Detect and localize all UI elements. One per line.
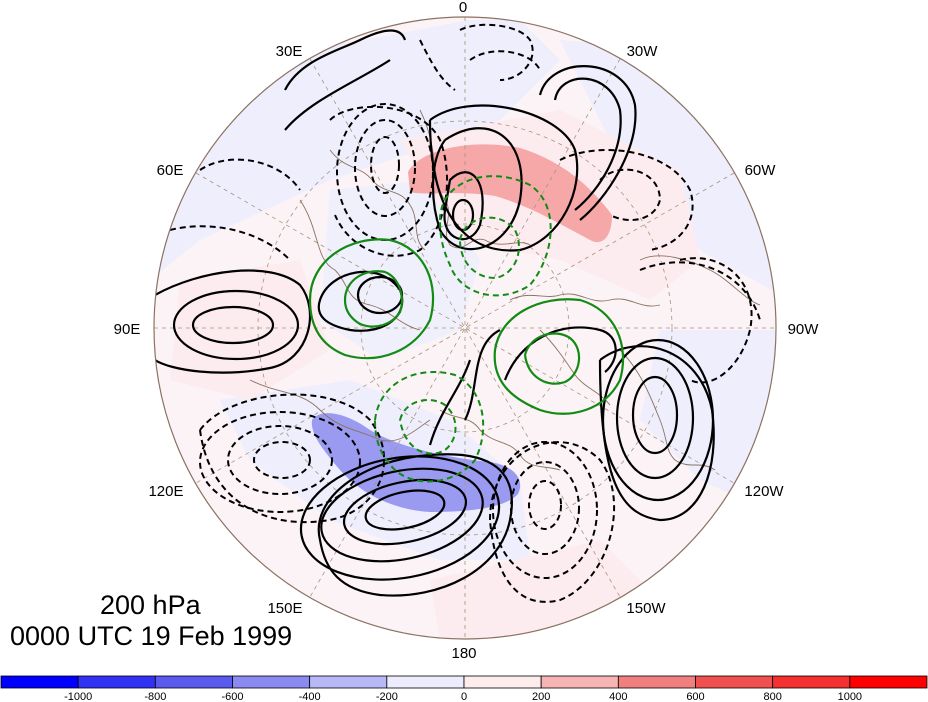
lon-label-120e: 120E — [148, 483, 183, 500]
lon-label-180: 180 — [451, 645, 476, 662]
colorbar-label: 800 — [763, 691, 781, 702]
colorbar-swatch — [0, 675, 79, 689]
colorbar-swatch — [772, 675, 851, 689]
lon-label-90e: 90E — [114, 321, 141, 338]
colorbar-swatch — [540, 675, 619, 689]
colorbar-swatch — [617, 675, 696, 689]
anomaly-shading — [154, 17, 776, 639]
colorbar-label: -400 — [299, 691, 321, 702]
colorbar: -1000 -800 -600 -400 -200 0 200 400 600 800 1000 — [0, 675, 928, 702]
positive-anomaly-band — [408, 144, 612, 243]
colorbar-swatch — [309, 675, 388, 689]
colorbar-swatch — [849, 675, 928, 689]
colorbar-swatch — [463, 675, 542, 689]
colorbar-label: 200 — [532, 691, 550, 702]
colorbar-label: 600 — [686, 691, 704, 702]
colorbar-label: -200 — [376, 691, 398, 702]
valid-time-title: 0000 UTC 19 Feb 1999 — [10, 621, 293, 651]
lon-label-30w: 30W — [627, 43, 659, 60]
colorbar-label: 400 — [609, 691, 627, 702]
pressure-level-title: 200 hPa — [100, 590, 201, 620]
colorbar-swatch — [77, 675, 156, 689]
lon-label-150e: 150E — [267, 600, 302, 617]
green-dashed-contours — [374, 175, 552, 483]
map-boundary — [153, 16, 777, 640]
lon-label-60w: 60W — [745, 162, 777, 179]
colorbar-label: 0 — [461, 691, 467, 702]
colorbar-label: -600 — [221, 691, 243, 702]
colorbar-label: 1000 — [838, 691, 862, 702]
colorbar-swatch — [386, 675, 465, 689]
longitude-labels: 0 30W 60W 90W 120W 150W 180 150E 120E 90… — [114, 0, 820, 662]
colorbar-label: -1000 — [64, 691, 92, 702]
colorbar-swatch — [154, 675, 233, 689]
lon-label-150w: 150W — [626, 600, 666, 617]
lon-label-90w: 90W — [788, 321, 820, 338]
lon-label-60e: 60E — [157, 162, 184, 179]
lon-label-0: 0 — [459, 0, 467, 16]
colorbar-swatch — [232, 675, 311, 689]
colorbar-label: -800 — [144, 691, 166, 702]
negative-anomaly-band — [311, 413, 521, 512]
lon-label-30e: 30E — [276, 43, 303, 60]
green-solid-contours — [308, 238, 625, 415]
positive-contours — [154, 29, 715, 597]
colorbar-swatch — [695, 675, 774, 689]
lon-label-120w: 120W — [744, 483, 784, 500]
